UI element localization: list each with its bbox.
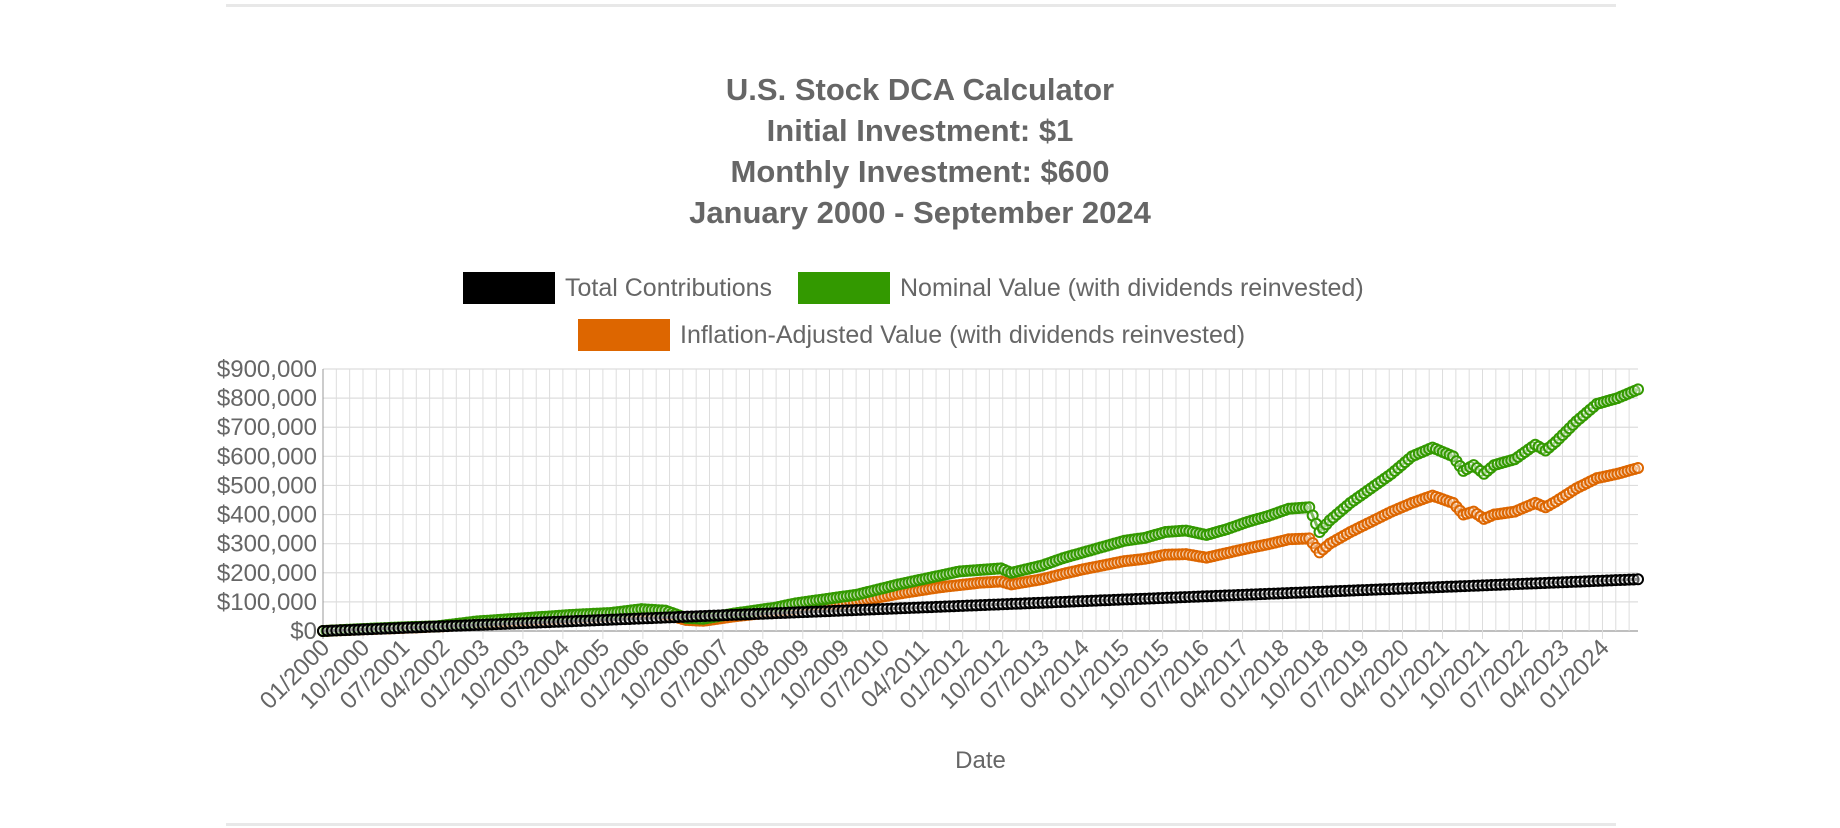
series-2[interactable] (317, 383, 1644, 637)
data-point[interactable] (1632, 383, 1644, 396)
series-1[interactable] (317, 573, 1644, 637)
legend-swatch-2[interactable] (798, 272, 890, 304)
title-line-1: U.S. Stock DCA Calculator (726, 72, 1114, 107)
y-tick-label: $700,000 (217, 414, 317, 441)
y-tick-label: $400,000 (217, 502, 317, 529)
legend-swatch-3[interactable] (578, 319, 670, 351)
chart-legend[interactable]: Total Contributions Nominal Value (with d… (463, 272, 1364, 351)
legend-swatch-1[interactable] (463, 272, 555, 304)
data-point[interactable] (1632, 573, 1644, 586)
legend-label-3[interactable]: Inflation-Adjusted Value (with dividends… (680, 321, 1245, 349)
x-axis-title: Date (955, 747, 1006, 774)
title-line-3: Monthly Investment: $600 (731, 154, 1110, 189)
y-tick-label: $100,000 (217, 589, 317, 616)
legend-label-1[interactable]: Total Contributions (565, 274, 772, 302)
bottom-divider (226, 823, 1616, 826)
legend-label-2[interactable]: Nominal Value (with dividends reinvested… (900, 274, 1364, 302)
y-tick-label: $900,000 (217, 356, 317, 383)
title-line-4: January 2000 - September 2024 (689, 195, 1152, 230)
y-tick-label: $200,000 (217, 560, 317, 587)
top-divider (226, 4, 1616, 7)
plot-area[interactable] (317, 383, 1644, 637)
y-tick-label: $800,000 (217, 385, 317, 412)
title-line-2: Initial Investment: $1 (767, 113, 1074, 148)
data-point[interactable] (1632, 461, 1644, 474)
chart-title: U.S. Stock DCA Calculator Initial Investm… (689, 72, 1152, 230)
y-tick-label: $500,000 (217, 472, 317, 499)
series-line-2 (322, 387, 1639, 633)
y-tick-label: $600,000 (217, 443, 317, 470)
y-tick-label: $300,000 (217, 531, 317, 558)
x-axis-ticks: 01/200010/200007/200104/200201/200310/20… (255, 634, 1615, 714)
y-axis-ticks: $0$100,000$200,000$300,000$400,000 $500,0… (217, 356, 317, 645)
y-tick-label: $0 (290, 618, 317, 645)
